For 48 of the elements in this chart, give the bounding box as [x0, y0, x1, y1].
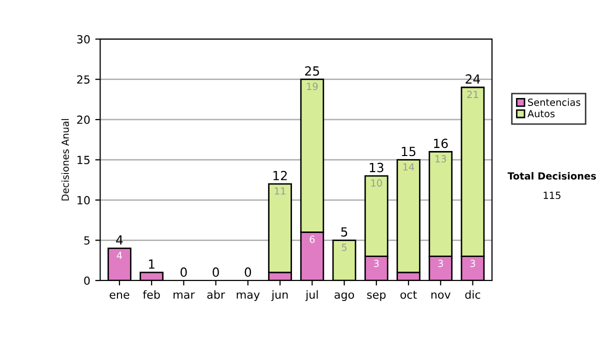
total-label: 1 [148, 260, 154, 269]
total-label: 16 [434, 138, 448, 148]
x-tick-label: mar [174, 292, 195, 299]
total-label: 4 [116, 235, 123, 245]
data-label: 6 [310, 236, 315, 243]
y-tick-label: 30 [77, 35, 90, 44]
data-label: 10 [371, 179, 382, 187]
x-tick-label: may [236, 292, 260, 301]
data-label: 3 [438, 260, 443, 268]
total-label: 0 [244, 267, 252, 277]
y-tick-label: 25 [77, 75, 90, 84]
x-tick-label: sep [367, 292, 386, 301]
total-label: 0 [212, 267, 219, 277]
x-tick-label: oct [400, 290, 417, 299]
data-label: 21 [467, 90, 478, 98]
data-label: 13 [436, 155, 446, 162]
total-label: 12 [273, 170, 287, 180]
y-tick-label: 15 [78, 156, 90, 164]
total-label: 0 [180, 267, 187, 277]
x-tick-label: jun [271, 290, 288, 301]
data-label: 4 [116, 252, 122, 259]
y-tick-label: 20 [77, 116, 90, 124]
y-tick-label: 10 [78, 196, 90, 204]
y-tick-label: 5 [84, 236, 90, 245]
x-tick-label: ago [334, 292, 354, 301]
legend-label: Sentencias [528, 98, 580, 106]
total-label: 15 [402, 146, 416, 156]
total-label: 25 [305, 66, 320, 76]
data-label: 3 [470, 260, 476, 268]
x-tick-label: ene [110, 292, 130, 299]
legend-label: Autos [527, 110, 555, 118]
data-label: 5 [342, 244, 347, 252]
total-label: 5 [341, 227, 348, 237]
x-tick-label: abr [207, 290, 226, 299]
x-tick-label: dic [465, 290, 480, 299]
data-label: 19 [307, 82, 318, 90]
total-label: 24 [466, 74, 480, 84]
x-tick-label: jul [305, 290, 318, 301]
text: Total Decisiones [508, 172, 596, 180]
y-axis-title: Decisiones Anual [61, 119, 69, 200]
x-tick-label: feb [142, 290, 160, 299]
text: 115 [544, 192, 560, 199]
y-tick-label: 0 [84, 276, 90, 285]
x-tick-label: nov [431, 292, 450, 299]
data-label: 11 [274, 187, 286, 195]
data-label: 3 [374, 260, 379, 268]
data-label: 14 [403, 163, 414, 170]
total-label: 13 [370, 162, 384, 172]
